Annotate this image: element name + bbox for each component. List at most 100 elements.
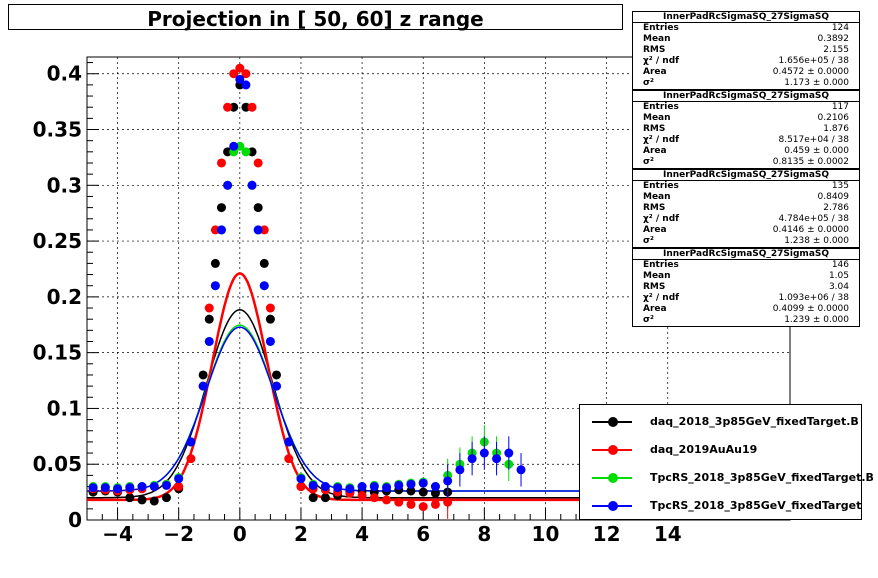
data-point-2 [241, 147, 251, 157]
data-point-1 [418, 502, 428, 512]
stats-key: Mean [643, 34, 671, 44]
stats-row: σ² 1.238 ± 0.000 [633, 236, 859, 247]
x-tick-label: 2 [294, 522, 308, 546]
stats-key: σ² [643, 315, 654, 325]
y-tick-label: 0.35 [33, 118, 82, 142]
stats-key: Entries [643, 23, 679, 33]
stats-row: χ² / ndf 1.093e+06 / 38 [633, 293, 859, 304]
data-point-1 [174, 482, 184, 492]
x-tick-label: −4 [102, 522, 133, 546]
data-point-3 [406, 479, 416, 489]
data-point-0 [418, 487, 428, 497]
data-point-3 [479, 448, 489, 458]
data-point-3 [455, 465, 465, 475]
stats-row: σ² 1.173 ± 0.000 [633, 78, 859, 89]
data-point-0 [259, 258, 269, 268]
stats-key: Mean [643, 271, 671, 281]
data-point-3 [229, 141, 239, 151]
stats-key: χ² / ndf [643, 135, 680, 145]
legend-label: TpcRS_2018_3p85GeV_fixedTarget [650, 499, 862, 512]
data-point-1 [443, 497, 453, 507]
stats-row: Area 0.459 ± 0.000 [633, 146, 859, 157]
y-tick-label: 0.2 [47, 285, 82, 309]
stats-value: 0.4099 ± 0.0000 [772, 304, 849, 314]
data-point-3 [198, 381, 208, 391]
legend-entry: TpcRS_2018_3p85GeV_fixedTarget.B [580, 465, 874, 491]
stats-key: σ² [643, 157, 654, 167]
stats-value: 3.04 [828, 282, 849, 292]
stats-value: 4.784e+05 / 38 [778, 214, 849, 224]
y-tick-label: 0.05 [33, 452, 82, 476]
data-point-3 [137, 482, 147, 492]
stats-key: σ² [643, 236, 654, 246]
series-group [87, 63, 789, 519]
data-point-3 [504, 448, 514, 458]
stats-row: RMS 3.04 [633, 282, 859, 293]
legend-label: TpcRS_2018_3p85GeV_fixedTarget.B [650, 471, 874, 484]
data-point-0 [210, 258, 220, 268]
stats-key: Entries [643, 181, 679, 191]
data-point-1 [247, 102, 257, 112]
stats-value: 0.8409 [817, 192, 850, 202]
stats-row: Area 0.4572 ± 0.0000 [633, 67, 859, 78]
legend-entry: daq_2019AuAu19 [580, 437, 861, 463]
x-tick-label: 8 [477, 522, 491, 546]
stats-value: 0.4146 ± 0.0000 [772, 225, 849, 235]
data-point-0 [265, 314, 275, 324]
data-point-1 [253, 158, 263, 168]
stats-value: 1.093e+06 / 38 [778, 293, 849, 303]
y-tick-label: 0.3 [47, 173, 82, 197]
data-point-3 [210, 281, 220, 291]
chart-title: Projection in [ 50, 60] z range [147, 7, 484, 31]
stats-key: Mean [643, 192, 671, 202]
stats-row: Entries 135 [633, 181, 859, 192]
data-point-3 [443, 476, 453, 486]
data-point-1 [406, 499, 416, 509]
data-point-0 [161, 493, 171, 503]
y-tick-label: 0.15 [33, 341, 82, 365]
stats-key: Mean [643, 113, 671, 123]
stats-title: InnerPadRcSigmaSQ_27SigmaSQ [633, 12, 859, 23]
data-point-3 [394, 480, 404, 490]
title-box: Projection in [ 50, 60] z range [8, 4, 623, 31]
stats-row: σ² 1.239 ± 0.000 [633, 315, 859, 326]
data-point-3 [100, 483, 110, 493]
data-point-3 [296, 474, 306, 484]
stats-value: 1.876 [823, 124, 849, 134]
stats-value: 0.4572 ± 0.0000 [772, 67, 849, 77]
data-point-1 [186, 454, 196, 464]
stats-row: Entries 146 [633, 260, 859, 271]
x-tick-label: 0 [233, 522, 247, 546]
data-point-1 [430, 499, 440, 509]
legend-label: daq_2018_3p85GeV_fixedTarget.B [650, 415, 859, 428]
data-point-3 [204, 336, 214, 346]
data-point-1 [382, 495, 392, 505]
data-point-1 [394, 497, 404, 507]
data-point-3 [320, 482, 330, 492]
data-point-1 [223, 102, 233, 112]
data-point-3 [259, 281, 269, 291]
data-point-0 [253, 203, 263, 213]
data-point-3 [265, 336, 275, 346]
data-point-0 [149, 496, 159, 506]
stats-row: Area 0.4146 ± 0.0000 [633, 225, 859, 236]
data-point-3 [430, 482, 440, 492]
data-point-3 [125, 483, 135, 493]
stats-row: Area 0.4099 ± 0.0000 [633, 304, 859, 315]
data-point-0 [125, 493, 135, 503]
stats-title: InnerPadRcSigmaSQ_27SigmaSQ [633, 91, 859, 102]
legend-marker [608, 501, 618, 511]
y-tick-label: 0.4 [47, 62, 82, 86]
stats-value: 0.2106 [817, 113, 850, 123]
data-point-3 [161, 480, 171, 490]
data-point-3 [113, 484, 123, 494]
data-point-3 [369, 482, 379, 492]
stats-value: 0.459 ± 0.000 [784, 146, 849, 156]
stats-row: RMS 2.786 [633, 203, 859, 214]
data-point-1 [265, 303, 275, 313]
legend-marker [608, 473, 618, 483]
data-point-0 [137, 495, 147, 505]
data-point-3 [253, 225, 263, 235]
stats-row: χ² / ndf 1.656e+05 / 38 [633, 56, 859, 67]
stats-value: 1.173 ± 0.000 [784, 78, 849, 88]
